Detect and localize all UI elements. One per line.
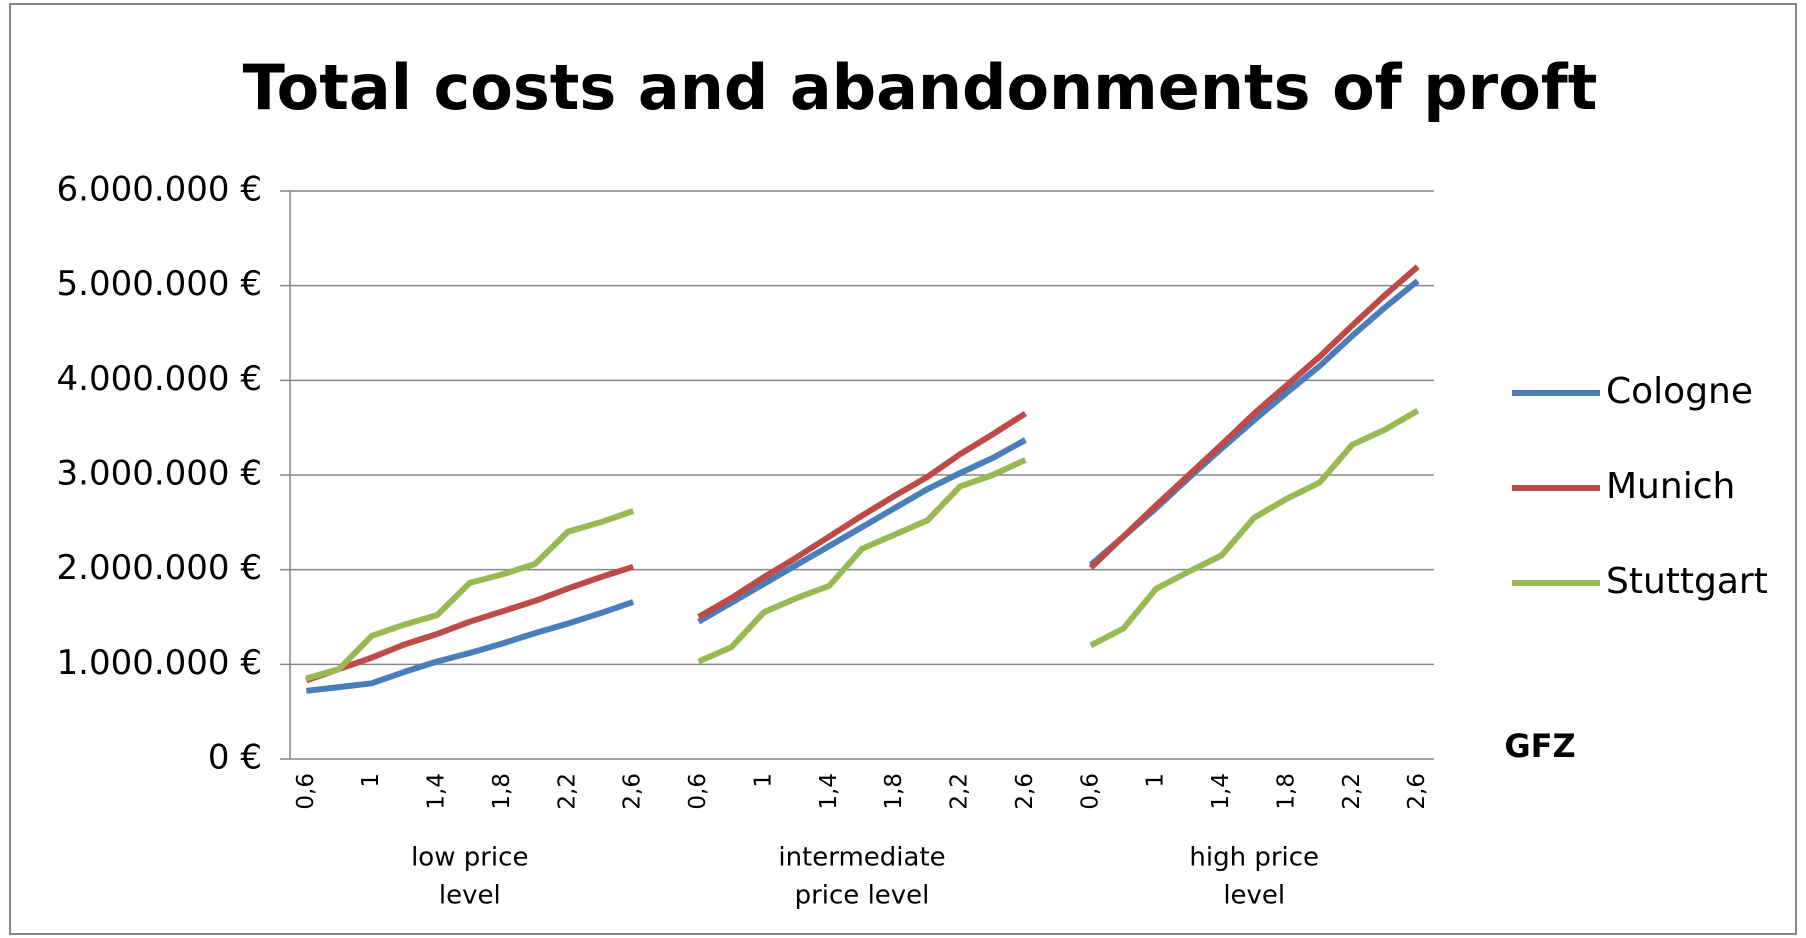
x-tick-label: 1,8 [489,773,515,810]
x-tick-label: 1 [750,773,776,788]
x-tick-label: 2,2 [554,773,580,810]
x-axis-label: GFZ [1504,727,1575,765]
y-tick-label: 2.000.000 € [57,548,262,588]
y-tick-label: 1.000.000 € [57,643,262,683]
x-tick-label: 2,2 [947,773,973,810]
x-tick-label: 1,4 [424,773,450,810]
chart-title: Total costs and abandonments of proft [243,51,1598,124]
group-label: high price [1189,843,1319,873]
series-line [305,264,1420,684]
group-label: intermediate [778,843,945,873]
group-label: level [439,881,501,911]
x-tick-label: 2,6 [1012,773,1038,810]
x-tick-label: 1,4 [816,773,842,810]
legend-label: Stuttgart [1606,561,1768,602]
legend-label: Munich [1606,466,1735,507]
x-tick-label: 0,6 [1077,773,1103,810]
x-tick-label: 1,8 [1273,773,1299,810]
y-tick-label: 6.000.000 € [57,170,262,210]
chart-frame [9,3,1797,935]
x-tick-label: 1 [1143,773,1169,788]
group-label: low price [411,843,528,873]
x-tick-label: 1 [358,773,384,788]
group-label: level [1223,881,1285,911]
legend-label: Cologne [1606,371,1753,412]
x-tick-label: 1,8 [881,773,907,810]
x-tick-label: 1,4 [1208,773,1234,810]
x-tick-label: 2,6 [1404,773,1430,810]
x-tick-label: 2,6 [620,773,646,810]
y-tick-label: 4.000.000 € [57,359,262,399]
series-line [305,408,1420,682]
y-tick-label: 3.000.000 € [57,454,262,494]
group-label: price level [795,881,930,911]
y-tick-label: 0 € [208,738,262,778]
x-tick-label: 0,6 [293,773,319,810]
x-tick-label: 2,2 [1339,773,1365,810]
x-tick-label: 0,6 [685,773,711,810]
y-tick-label: 5.000.000 € [57,264,262,304]
